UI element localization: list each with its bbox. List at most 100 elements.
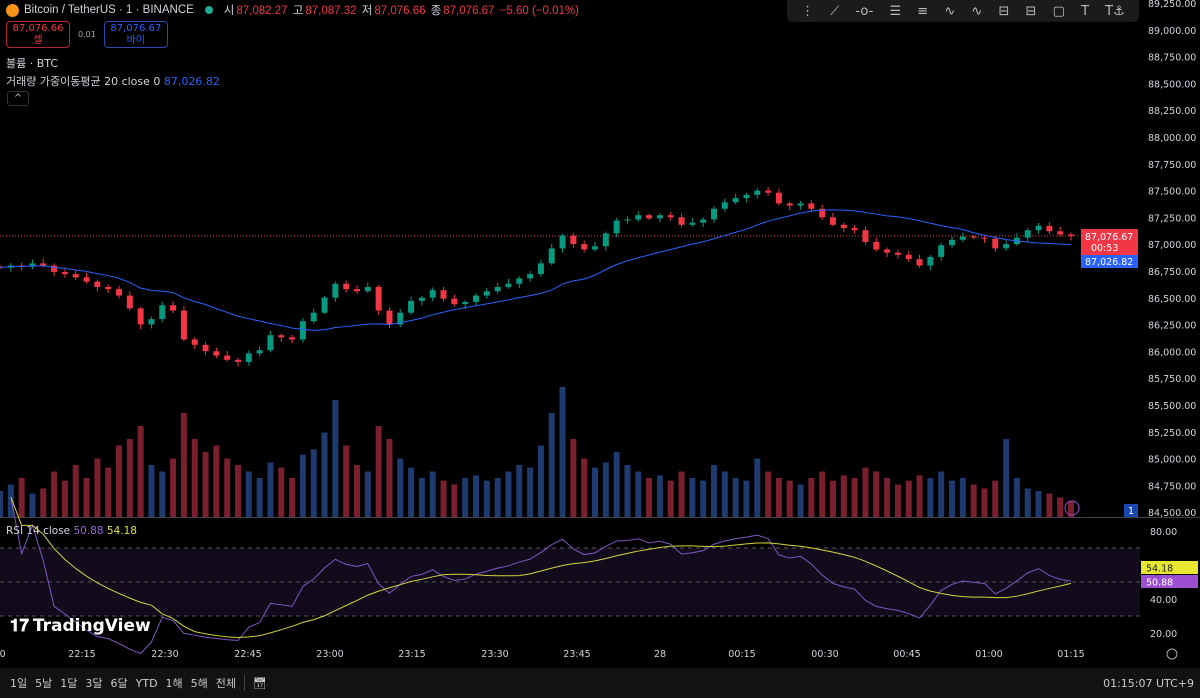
vwma-legend[interactable]: 거래량 가중이동평균 20 close 0 87,026.82 bbox=[6, 75, 220, 88]
candle bbox=[992, 238, 999, 249]
short-position-icon[interactable]: ⊟ bbox=[1025, 3, 1037, 19]
last-price-tag bbox=[1081, 229, 1138, 255]
range-5d[interactable]: 5날 bbox=[35, 677, 53, 690]
long-position-icon[interactable]: ⊟ bbox=[998, 3, 1010, 19]
volume-bar bbox=[851, 478, 858, 517]
candle bbox=[289, 337, 296, 340]
volume-bar bbox=[483, 480, 490, 517]
volume-tag-text: 1 bbox=[1128, 506, 1134, 517]
volume-bar bbox=[1003, 439, 1010, 517]
time-axis-label: 01:00 bbox=[975, 649, 1002, 660]
price-axis-label: 89,000.00 bbox=[1148, 26, 1196, 37]
collapse-legend-button[interactable]: ^ bbox=[7, 91, 29, 106]
settings-gear-icon[interactable] bbox=[1166, 648, 1178, 660]
volume-bar bbox=[570, 439, 577, 517]
candle bbox=[148, 319, 155, 325]
time-axis-label: 23:15 bbox=[398, 649, 425, 660]
volume-bar bbox=[548, 413, 555, 517]
candle bbox=[332, 283, 339, 298]
volume-bar bbox=[354, 465, 360, 517]
candle bbox=[191, 339, 198, 345]
candle bbox=[949, 239, 955, 246]
bitcoin-logo-icon bbox=[6, 3, 19, 17]
volume-bar bbox=[559, 387, 566, 517]
range-6m[interactable]: 6달 bbox=[110, 677, 128, 690]
candle bbox=[51, 265, 58, 272]
horizontal-ray-icon[interactable]: -o- bbox=[855, 3, 874, 19]
clock[interactable]: 01:15:07 UTC+9 bbox=[1103, 676, 1194, 690]
volume-bar bbox=[949, 480, 955, 517]
time-axis-label: 22:00 bbox=[0, 649, 6, 660]
price-axis-label: 88,500.00 bbox=[1148, 79, 1196, 90]
volume-bar bbox=[418, 478, 425, 517]
candle bbox=[224, 355, 231, 360]
xabcd-pattern-icon[interactable]: ∿ bbox=[944, 3, 956, 19]
trade-panel: 87,076.66 셀 0.01 87,076.67 바이 bbox=[6, 21, 168, 48]
candle bbox=[267, 335, 274, 351]
candle bbox=[884, 249, 891, 253]
parallel-channel-icon[interactable]: ☰ bbox=[889, 3, 902, 19]
tradingview-logo: 𝟏𝟕 TradingView bbox=[10, 616, 151, 636]
candle bbox=[1057, 231, 1064, 235]
volume-bar bbox=[408, 467, 415, 517]
candle bbox=[1046, 225, 1053, 232]
range-5y[interactable]: 5해 bbox=[190, 677, 208, 690]
volume-bar bbox=[808, 478, 815, 517]
candle bbox=[602, 233, 609, 247]
candle bbox=[159, 305, 166, 320]
candle bbox=[40, 263, 47, 266]
candle bbox=[408, 300, 415, 313]
volume-bar bbox=[873, 471, 880, 517]
candle bbox=[765, 190, 772, 193]
volume-bar bbox=[494, 478, 501, 517]
trend-line-icon[interactable]: ⟋ bbox=[830, 3, 840, 19]
price-axis-label: 84,750.00 bbox=[1148, 481, 1196, 492]
range-ytd[interactable]: YTD bbox=[135, 676, 158, 690]
volume-bar bbox=[646, 478, 653, 517]
elliott-wave-icon[interactable]: ∿ bbox=[971, 3, 983, 19]
symbol-legend: Bitcoin / TetherUS · 1 · BINANCE 시 87,082… bbox=[6, 2, 581, 18]
candle bbox=[527, 274, 534, 279]
sell-button[interactable]: 87,076.66 셀 bbox=[6, 21, 70, 48]
rectangle-icon[interactable]: ▢ bbox=[1052, 3, 1065, 19]
range-1y[interactable]: 1해 bbox=[165, 677, 183, 690]
price-axis-label: 86,750.00 bbox=[1148, 267, 1196, 278]
price-axis-label: 86,250.00 bbox=[1148, 321, 1196, 332]
range-1m[interactable]: 1달 bbox=[60, 677, 78, 690]
candle bbox=[537, 263, 544, 275]
price-axis-label: 87,500.00 bbox=[1148, 187, 1196, 198]
volume-bar bbox=[83, 478, 90, 517]
buy-button[interactable]: 87,076.67 바이 bbox=[103, 21, 168, 48]
rsi-legend[interactable]: RSI 14 close 50.88 54.18 bbox=[6, 525, 137, 537]
drag-handle-icon[interactable]: ⋮ bbox=[801, 3, 815, 19]
price-axis-label: 88,000.00 bbox=[1148, 133, 1196, 144]
last-price-text: 87,076.67 bbox=[1085, 232, 1133, 243]
ohlc-values: 시 87,082.27 고 87,087.32 저 87,076.66 종 87,076… bbox=[223, 5, 579, 17]
candle bbox=[116, 289, 122, 296]
volume-bar bbox=[894, 484, 901, 517]
candle bbox=[721, 202, 728, 209]
text-icon[interactable]: T bbox=[1081, 3, 1090, 19]
time-axis-label: 00:15 bbox=[728, 649, 755, 660]
candle bbox=[105, 286, 112, 290]
price-axis-label: 85,750.00 bbox=[1148, 374, 1196, 385]
candle bbox=[213, 351, 220, 356]
range-3m[interactable]: 3달 bbox=[85, 677, 103, 690]
calendar-icon[interactable]: 📅︎ bbox=[253, 676, 268, 690]
range-all[interactable]: 전체 bbox=[215, 677, 237, 690]
volume-bar bbox=[310, 449, 317, 517]
chart-canvas[interactable]: 89,250.00 89,000.00 88,750.00 88,500.00 88,2… bbox=[0, 0, 1200, 668]
range-1d[interactable]: 1일 bbox=[10, 677, 28, 690]
symbol-title[interactable]: Bitcoin / TetherUS · 1 · BINANCE bbox=[24, 4, 194, 16]
volume-bar bbox=[1068, 501, 1074, 517]
rsi-ma-tag bbox=[1141, 561, 1198, 574]
volume-bar bbox=[959, 478, 966, 517]
volume-bar bbox=[429, 471, 436, 517]
candle bbox=[775, 192, 782, 204]
candle bbox=[429, 290, 436, 298]
volume-legend[interactable]: 볼륨 · BTC bbox=[6, 57, 59, 70]
fib-retracement-icon[interactable]: ≡ bbox=[917, 3, 929, 19]
anchored-text-icon[interactable]: T⚓ bbox=[1105, 3, 1125, 19]
candle bbox=[570, 235, 577, 245]
volume-bar bbox=[830, 480, 836, 517]
